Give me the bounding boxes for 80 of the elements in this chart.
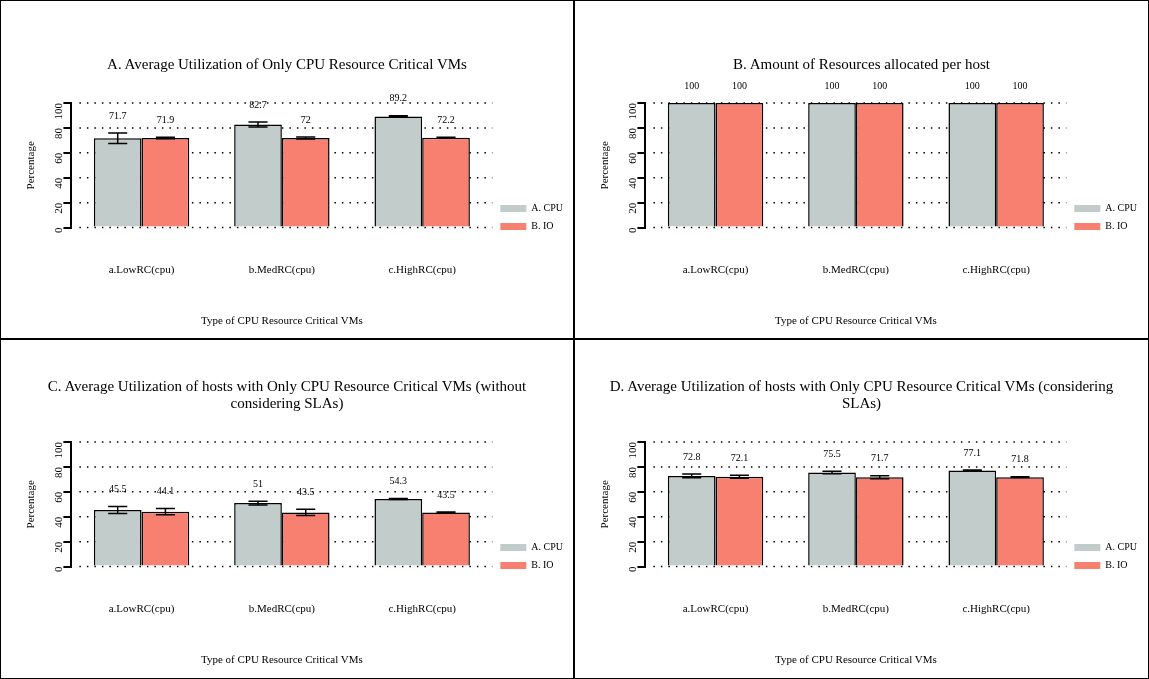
legend-label: B. IO xyxy=(1105,220,1128,232)
data-label: 71.7 xyxy=(108,109,127,121)
x-tick-label: b.MedRC(cpu) xyxy=(822,263,890,277)
data-label: 100 xyxy=(731,79,747,91)
y-tick-label: 0 xyxy=(52,566,65,573)
data-label: 89.2 xyxy=(389,92,408,104)
x-axis-title: Type of CPU Resource Critical VMs xyxy=(200,314,363,327)
y-tick-label: 80 xyxy=(626,466,639,478)
y-tick-label: 40 xyxy=(626,177,639,189)
y-tick-label: 20 xyxy=(626,202,639,214)
data-label: 100 xyxy=(1012,79,1028,91)
x-axis-title: Type of CPU Resource Critical VMs xyxy=(774,653,937,666)
data-label: 77.1 xyxy=(963,446,982,458)
y-tick-label: 80 xyxy=(52,466,65,478)
data-label: 72.1 xyxy=(730,451,749,463)
legend-label: A. CPU xyxy=(531,202,564,214)
data-label: 44.1 xyxy=(156,485,175,497)
data-label: 51 xyxy=(253,477,264,489)
y-tick-label: 80 xyxy=(52,127,65,139)
x-tick-label: c.HighRC(cpu) xyxy=(388,602,457,616)
chart-title: B. Amount of Resources allocated per host xyxy=(732,55,991,74)
y-axis-title: Percentage xyxy=(24,480,37,529)
data-label: 71.8 xyxy=(1011,453,1029,465)
x-tick-label: a.LowRC(cpu) xyxy=(108,602,175,616)
x-tick-label: b.MedRC(cpu) xyxy=(248,602,316,616)
data-label: 71.7 xyxy=(870,452,889,464)
data-label: 100 xyxy=(872,79,888,91)
data-label: 72 xyxy=(300,113,311,125)
x-tick-label: a.LowRC(cpu) xyxy=(682,263,749,277)
y-tick-label: 100 xyxy=(52,102,65,120)
chart-title: C. Average Utilization of hosts with Only CPU Resource Critical VMs (without considering SLAs) xyxy=(46,377,528,413)
x-tick-label: b.MedRC(cpu) xyxy=(822,602,890,616)
data-label: 45.5 xyxy=(108,483,127,495)
y-axis-title: Percentage xyxy=(24,141,37,190)
x-tick-label: a.LowRC(cpu) xyxy=(682,602,749,616)
y-tick-label: 60 xyxy=(52,152,65,164)
x-tick-label: c.HighRC(cpu) xyxy=(962,602,1031,616)
legend-label: A. CPU xyxy=(531,541,564,553)
data-label: 100 xyxy=(684,79,700,91)
x-tick-label: c.HighRC(cpu) xyxy=(962,263,1031,277)
y-tick-label: 40 xyxy=(626,516,639,528)
y-tick-label: 100 xyxy=(626,102,639,120)
y-tick-label: 20 xyxy=(52,202,65,214)
data-label: 100 xyxy=(824,79,840,91)
legend-label: B. IO xyxy=(531,559,554,571)
y-axis-title: Percentage xyxy=(598,480,611,529)
data-label: 100 xyxy=(964,79,980,91)
data-label: 43.5 xyxy=(296,485,315,497)
y-tick-label: 60 xyxy=(626,491,639,503)
chart-title: A. Average Utilization of Only CPU Resource Critical VMs xyxy=(106,55,468,74)
x-tick-label: a.LowRC(cpu) xyxy=(108,263,175,277)
y-tick-label: 0 xyxy=(626,566,639,573)
y-tick-label: 20 xyxy=(52,541,65,553)
data-label: 54.3 xyxy=(389,475,408,487)
legend-label: A. CPU xyxy=(1105,541,1138,553)
y-axis-title: Percentage xyxy=(598,141,611,190)
y-tick-label: 40 xyxy=(52,516,65,528)
data-label: 72.2 xyxy=(437,113,455,125)
y-tick-label: 100 xyxy=(52,441,65,459)
legend-label: B. IO xyxy=(1105,559,1128,571)
y-tick-label: 20 xyxy=(626,541,639,553)
data-label: 43.5 xyxy=(437,488,455,500)
y-tick-label: 0 xyxy=(626,227,639,234)
x-axis-title: Type of CPU Resource Critical VMs xyxy=(774,314,937,327)
data-label: 71.9 xyxy=(156,113,175,125)
x-tick-label: c.HighRC(cpu) xyxy=(388,263,457,277)
data-label: 72.8 xyxy=(682,450,701,462)
legend-label: A. CPU xyxy=(1105,202,1138,214)
data-label: 82.7 xyxy=(249,98,267,110)
data-label: 75.5 xyxy=(823,447,841,459)
y-tick-label: 100 xyxy=(626,441,639,459)
y-tick-label: 60 xyxy=(52,491,65,503)
chart-title: D. Average Utilization of hosts with Only CPU Resource Critical VMs (considering SLAs) xyxy=(608,377,1115,413)
legend-label: B. IO xyxy=(531,220,554,232)
y-tick-label: 0 xyxy=(52,227,65,234)
x-tick-label: b.MedRC(cpu) xyxy=(248,263,316,277)
y-tick-label: 40 xyxy=(52,177,65,189)
x-axis-title: Type of CPU Resource Critical VMs xyxy=(200,653,363,666)
y-tick-label: 80 xyxy=(626,127,639,139)
y-tick-label: 60 xyxy=(626,152,639,164)
